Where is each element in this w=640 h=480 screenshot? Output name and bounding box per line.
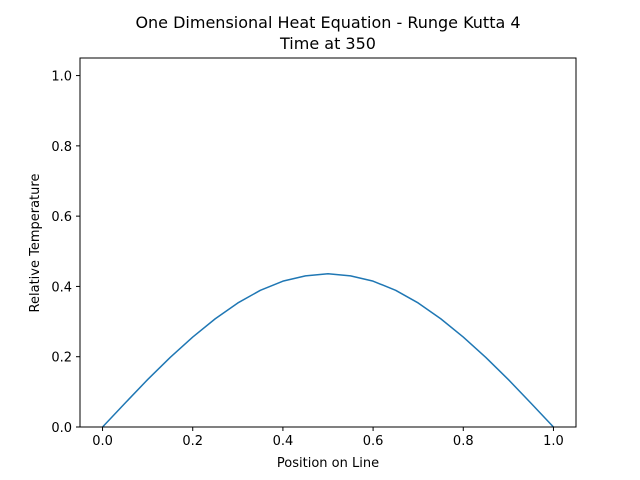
x-axis-label: Position on Line [277, 456, 379, 471]
y-tick-label: 0.6 [51, 210, 72, 225]
y-axis-label: Relative Temperature [28, 174, 43, 313]
y-tick-label: 0.0 [51, 421, 72, 436]
x-tick-label: 0.6 [363, 434, 384, 449]
y-tick-label: 0.2 [51, 351, 72, 366]
axes-frame [79, 57, 577, 428]
y-tick-label: 0.4 [51, 280, 72, 295]
chart-subtitle: Time at 350 [279, 34, 376, 53]
plot-area: 0.0 0.2 0.4 0.6 0.8 1.0 0.0 0.2 0.4 0.6 0.8 1.0 [51, 57, 577, 449]
x-tick-label: 0.0 [92, 434, 113, 449]
x-tick-label: 0.4 [273, 434, 294, 449]
series-line-0 [102, 273, 554, 428]
chart-title: One Dimensional Heat Equation - Runge Ku… [135, 13, 520, 32]
y-tick-label: 1.0 [51, 70, 72, 85]
x-tick-label: 0.8 [453, 434, 474, 449]
x-tick-label: 1.0 [543, 434, 564, 449]
y-tick-label: 0.8 [51, 140, 72, 155]
x-tick-label: 0.2 [182, 434, 203, 449]
